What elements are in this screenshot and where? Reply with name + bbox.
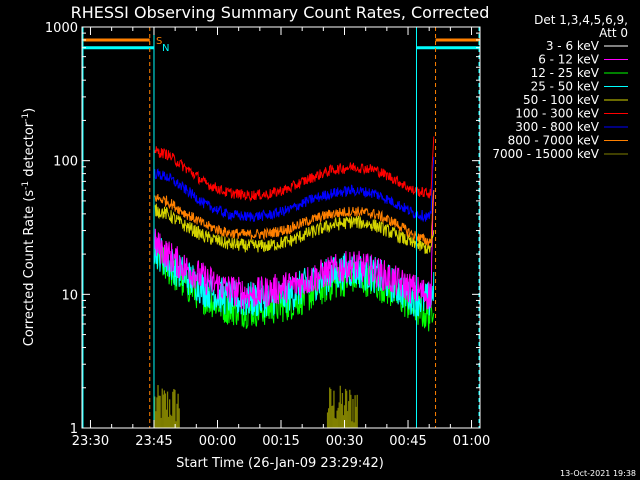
y-axis-label-part: detector bbox=[22, 121, 37, 181]
legend-entry-label: 7000 - 15000 keV bbox=[492, 147, 599, 161]
series-line-800-7000keV bbox=[154, 190, 435, 247]
y-tick-label: 1000 bbox=[45, 21, 78, 36]
series-7000-15000keV bbox=[154, 385, 358, 428]
x-tick-label: 01:00 bbox=[453, 434, 490, 449]
y-tick-label: 100 bbox=[53, 155, 78, 170]
series-line-25-50keV bbox=[154, 236, 435, 318]
x-tick-label: 00:15 bbox=[262, 434, 299, 449]
legend-entry-label: 50 - 100 keV bbox=[523, 93, 600, 107]
y-axis-label: Corrected Count Rate (s-1 detector-1) bbox=[21, 108, 37, 346]
y-tick-label: 1 bbox=[70, 422, 78, 437]
x-tick-label: 23:30 bbox=[72, 434, 109, 449]
legend-entry-label: 300 - 800 keV bbox=[515, 120, 599, 134]
legend-header-line: Det 1,3,4,5,6,9, bbox=[534, 13, 628, 27]
y-axis-label-superscript: -1 bbox=[21, 113, 31, 122]
footer-date: 13-Oct-2021 19:38 bbox=[560, 469, 636, 478]
legend-entry-label: 12 - 25 keV bbox=[531, 66, 600, 80]
legend-entry-label: 3 - 6 keV bbox=[546, 39, 600, 53]
series-line-300-800keV bbox=[154, 156, 435, 223]
legend-header-line: Att 0 bbox=[599, 26, 628, 40]
x-tick-label: 23:45 bbox=[135, 434, 172, 449]
y-axis-label-superscript: -1 bbox=[21, 181, 31, 190]
ticks-layer: 23:30 23:45 00:00 00:15 00:30 00:45 01:00 1 10 10… bbox=[45, 21, 490, 449]
x-axis-label: Start Time (26-Jan-09 23:29:42) bbox=[176, 456, 384, 471]
x-tick-label: 00:45 bbox=[389, 434, 426, 449]
y-axis-label-part: Corrected Count Rate (s bbox=[22, 190, 37, 347]
traces-layer bbox=[154, 136, 435, 428]
night-marker-label: N bbox=[162, 43, 169, 54]
series-line-100-300keV bbox=[154, 136, 435, 203]
x-tick-label: 00:00 bbox=[199, 434, 236, 449]
y-axis-label-part: ) bbox=[22, 108, 37, 113]
legend-entry-label: 100 - 300 keV bbox=[515, 107, 599, 121]
legend-entry-label: 6 - 12 keV bbox=[538, 53, 600, 67]
saa-marker-label: S bbox=[156, 36, 162, 47]
legend-entry-label: 800 - 7000 keV bbox=[508, 134, 600, 148]
series-line-50-100keV bbox=[154, 203, 435, 254]
y-tick-label: 10 bbox=[61, 288, 78, 303]
markers-layer: SN bbox=[82, 27, 480, 428]
x-tick-label: 00:30 bbox=[326, 434, 363, 449]
series-line-6-12keV bbox=[154, 189, 435, 310]
chart-title: RHESSI Observing Summary Count Rates, Co… bbox=[71, 3, 490, 22]
legend-entry-label: 25 - 50 keV bbox=[531, 80, 600, 94]
